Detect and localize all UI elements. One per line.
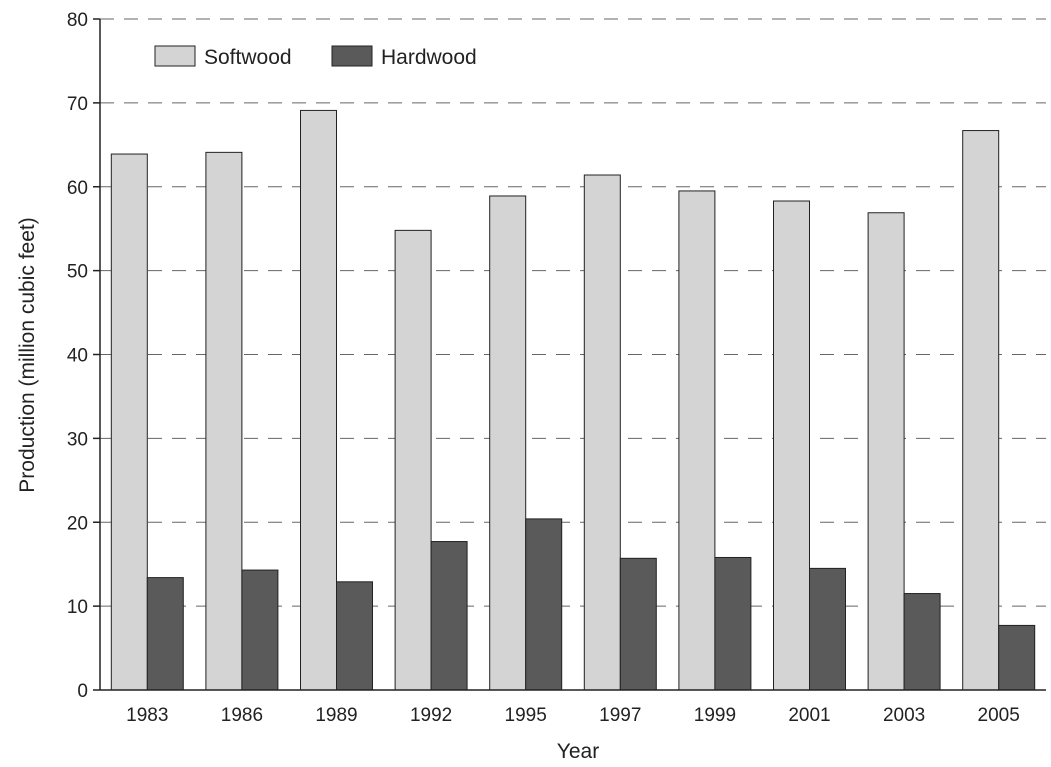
y-tick-label-40: 40: [67, 346, 88, 367]
y-tick-label-60: 60: [67, 178, 88, 199]
y-axis-title: Production (million cubic feet): [16, 217, 39, 492]
y-tick-label-20: 20: [67, 513, 88, 534]
bar-softwood-1995: [489, 195, 527, 691]
x-tick-label-1992: 1992: [410, 705, 452, 726]
axes: [93, 18, 1046, 691]
bar-hardwood-2003: [903, 593, 941, 691]
legend-label-softwood: Softwood: [204, 46, 292, 69]
bar-softwood-1989: [300, 109, 337, 691]
y-tick-label-80: 80: [67, 10, 88, 31]
bar-softwood-2003: [867, 212, 905, 691]
bar-hardwood-1983: [146, 577, 184, 691]
x-tick-label-1999: 1999: [694, 705, 736, 726]
bar-softwood-2001: [773, 200, 810, 691]
y-tick-label-0: 0: [77, 681, 88, 702]
y-tick-label-30: 30: [67, 429, 88, 450]
legend-label-hardwood: Hardwood: [381, 46, 477, 69]
bar-hardwood-1995: [525, 518, 563, 691]
bar-hardwood-1989: [336, 581, 373, 691]
bar-hardwood-1999: [714, 556, 752, 691]
x-tick-label-1986: 1986: [221, 705, 263, 726]
bar-softwood-1983: [110, 153, 148, 691]
x-tick-label-2003: 2003: [883, 705, 925, 726]
legend-swatch-softwood: [154, 45, 196, 67]
bar-softwood-1986: [205, 151, 243, 691]
bar-softwood-1997: [583, 174, 621, 691]
tick-labels: 0 10 20 30 40 50 60 70 80 1983 1986 1989 1992 1995 199…: [67, 10, 1020, 726]
legend-swatch-hardwood: [331, 45, 373, 67]
x-tick-label-1989: 1989: [315, 705, 357, 726]
bars: [110, 109, 1036, 691]
bar-softwood-2005: [962, 130, 1000, 691]
bar-softwood-1992: [394, 229, 432, 691]
x-tick-label-1983: 1983: [126, 705, 168, 726]
y-tick-label-10: 10: [67, 597, 88, 618]
x-tick-label-1997: 1997: [599, 705, 641, 726]
y-tick-label-70: 70: [67, 94, 88, 115]
bar-hardwood-1992: [430, 541, 468, 691]
x-tick-label-2001: 2001: [788, 705, 830, 726]
y-tick-label-50: 50: [67, 262, 88, 283]
legend: Softwood Hardwood: [154, 45, 477, 69]
bar-hardwood-1997: [619, 557, 657, 691]
x-tick-label-1995: 1995: [505, 705, 547, 726]
bar-hardwood-1986: [241, 569, 279, 691]
bar-hardwood-2005: [998, 624, 1036, 691]
bar-softwood-1999: [678, 190, 716, 691]
bar-hardwood-2001: [809, 567, 846, 691]
x-tick-label-2005: 2005: [978, 705, 1020, 726]
x-axis-title: Year: [557, 740, 599, 763]
